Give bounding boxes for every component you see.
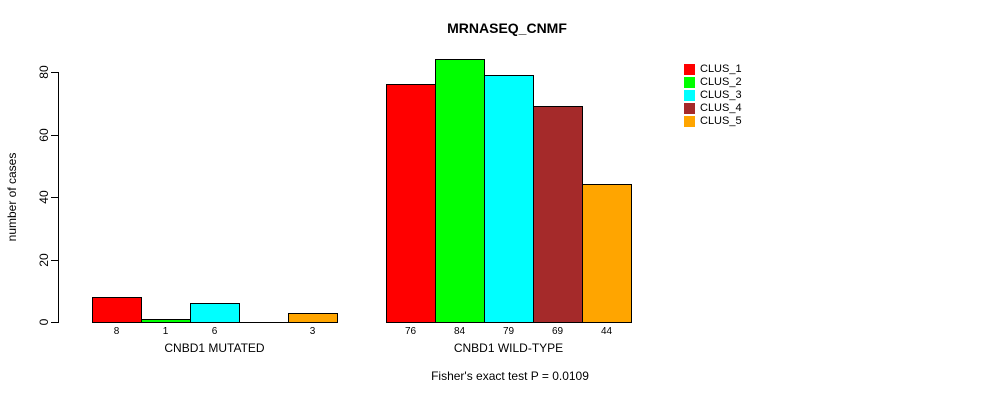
legend-swatch <box>684 116 695 127</box>
bar-clus_1 <box>386 84 436 323</box>
bar-clus_2 <box>141 319 191 323</box>
bar-clus_1 <box>92 297 142 323</box>
bar-clus_5 <box>288 313 338 323</box>
y-tick <box>51 197 58 198</box>
legend-label: CLUS_1 <box>700 63 742 75</box>
legend-item: CLUS_2 <box>684 76 742 89</box>
bar-clus_3 <box>190 303 240 323</box>
bar-clus_4 <box>533 106 583 323</box>
bar-value-label: 79 <box>502 326 515 337</box>
legend-swatch <box>684 64 695 75</box>
y-tick-label: 80 <box>37 65 51 79</box>
bar-value-label: 69 <box>551 326 564 337</box>
legend-item: CLUS_5 <box>684 115 742 128</box>
bar-value-label: 3 <box>309 326 316 337</box>
legend-label: CLUS_2 <box>700 76 742 88</box>
legend-label: CLUS_5 <box>700 115 742 127</box>
pvalue-annotation: Fisher's exact test P = 0.0109 <box>431 369 589 383</box>
bar-value-label: 84 <box>453 326 466 337</box>
legend-label: CLUS_3 <box>700 89 742 101</box>
bar-value-label: 44 <box>600 326 613 337</box>
legend-item: CLUS_3 <box>684 89 742 102</box>
legend-item: CLUS_1 <box>684 63 742 76</box>
legend-swatch <box>684 90 695 101</box>
legend-swatch <box>684 77 695 88</box>
y-axis-line <box>58 72 59 323</box>
bar-value-label: 6 <box>211 326 218 337</box>
bar-clus_3 <box>484 75 534 323</box>
legend-label: CLUS_4 <box>700 102 742 114</box>
y-axis-title: number of cases <box>5 152 19 242</box>
y-tick <box>51 260 58 261</box>
legend-item: CLUS_4 <box>684 102 742 115</box>
bar-value-label: 76 <box>404 326 417 337</box>
chart-title: MRNASEQ_CNMF <box>447 20 567 36</box>
y-tick <box>51 322 58 323</box>
legend-swatch <box>684 103 695 114</box>
bar-clus_2 <box>435 59 485 323</box>
bar-value-label: 1 <box>162 326 169 337</box>
group-label: CNBD1 WILD-TYPE <box>453 341 564 355</box>
group-label: CNBD1 MUTATED <box>164 341 265 355</box>
bar-value-label: 8 <box>113 326 120 337</box>
y-tick <box>51 135 58 136</box>
bar-clus_5 <box>582 184 632 323</box>
y-tick <box>51 72 58 73</box>
legend: CLUS_1 CLUS_2 CLUS_3 CLUS_4 CLUS_5 <box>684 63 742 128</box>
